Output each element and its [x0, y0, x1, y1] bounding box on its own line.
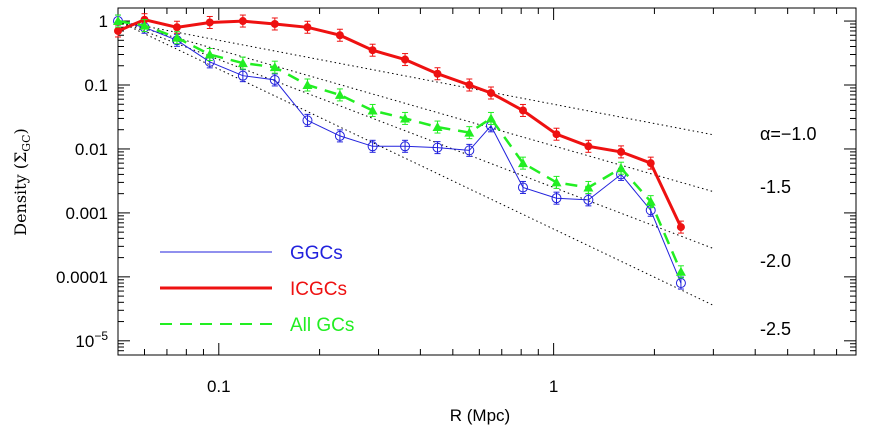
data-point [238, 17, 247, 26]
data-point [584, 142, 593, 151]
data-point [367, 141, 378, 152]
legend-label-all-gcs: All GCs [290, 315, 354, 336]
data-point [583, 194, 594, 205]
data-point [302, 115, 313, 126]
data-point [676, 223, 685, 232]
data-point [646, 159, 655, 168]
legend: GGCs ICGCs All GCs [160, 243, 354, 336]
reference-label: α=−1.0 [760, 124, 816, 144]
axis-ticks [117, 8, 857, 356]
y-tick-label: 0.1 [84, 76, 108, 95]
data-point [269, 62, 280, 72]
series-ggcs [113, 14, 686, 290]
data-point [551, 177, 562, 187]
data-point [367, 105, 378, 115]
data-point [432, 142, 443, 153]
reference-line [117, 20, 714, 306]
y-tick-label: 10−5 [75, 329, 108, 351]
y-axis-title: Density (ΣGC) [11, 128, 33, 236]
data-point [552, 130, 561, 139]
y-axis-title-main: Density (Σ [11, 152, 30, 236]
data-point [518, 106, 527, 115]
data-point [334, 130, 345, 141]
data-point [464, 145, 475, 156]
data-point [237, 70, 248, 81]
data-point [335, 31, 344, 40]
data-point [269, 74, 280, 85]
data-point [485, 113, 496, 123]
reference-label: -2.5 [760, 319, 791, 339]
data-point [675, 278, 686, 289]
data-point [583, 182, 594, 192]
data-point [616, 163, 627, 173]
y-tick-label: 0.001 [65, 204, 108, 223]
data-point [368, 46, 377, 55]
data-point [171, 32, 182, 42]
y-tick-label-sup: −5 [94, 329, 108, 343]
y-tick-label: 0.01 [75, 140, 108, 159]
data-point [465, 81, 474, 90]
series-line [117, 20, 682, 284]
data-point [517, 158, 528, 168]
series-icgcs [114, 13, 685, 234]
reference-line [117, 20, 714, 136]
data-point [302, 80, 313, 90]
x-axis-title: R (Mpc) [450, 406, 510, 425]
data-series [113, 13, 686, 290]
data-point [675, 266, 686, 276]
data-point [517, 182, 528, 193]
data-point [270, 19, 279, 28]
data-point [205, 18, 214, 27]
reference-label: -1.5 [760, 177, 791, 197]
y-axis-title-sub: GC [20, 134, 33, 151]
data-point [401, 55, 410, 64]
x-tick-label: 1 [549, 377, 558, 396]
y-axis-title-close: ) [11, 128, 30, 134]
y-tick-label: 1 [99, 12, 108, 31]
data-point [551, 193, 562, 204]
data-point [464, 127, 475, 137]
data-point [334, 89, 345, 99]
data-point [486, 88, 495, 97]
data-point [114, 26, 122, 35]
y-tick-label: 0.0001 [56, 268, 108, 287]
data-point [237, 58, 248, 68]
reference-line [117, 20, 714, 249]
data-point [172, 23, 181, 32]
axis-tick-labels: 0.1 1 1 0.1 0.01 0.001 0.0001 10−5 [56, 12, 558, 396]
data-point [433, 69, 442, 78]
data-point [113, 16, 123, 26]
plot-frame [117, 7, 857, 356]
data-point [432, 122, 443, 132]
data-point [204, 49, 215, 59]
reference-label: -2.0 [760, 251, 791, 271]
data-point [139, 20, 150, 30]
legend-label-icgcs: ICGCs [290, 279, 347, 300]
reference-labels: α=−1.0 -1.5 -2.0 -2.5 [760, 124, 816, 339]
series-all-gcs [113, 14, 686, 279]
data-point [303, 23, 312, 32]
reference-line [117, 20, 714, 193]
data-point [400, 113, 411, 123]
data-point [617, 147, 626, 156]
data-point [400, 141, 411, 152]
x-tick-label: 0.1 [207, 377, 231, 396]
legend-label-ggcs: GGCs [290, 243, 343, 264]
data-point [645, 196, 656, 206]
reference-lines [117, 20, 714, 306]
